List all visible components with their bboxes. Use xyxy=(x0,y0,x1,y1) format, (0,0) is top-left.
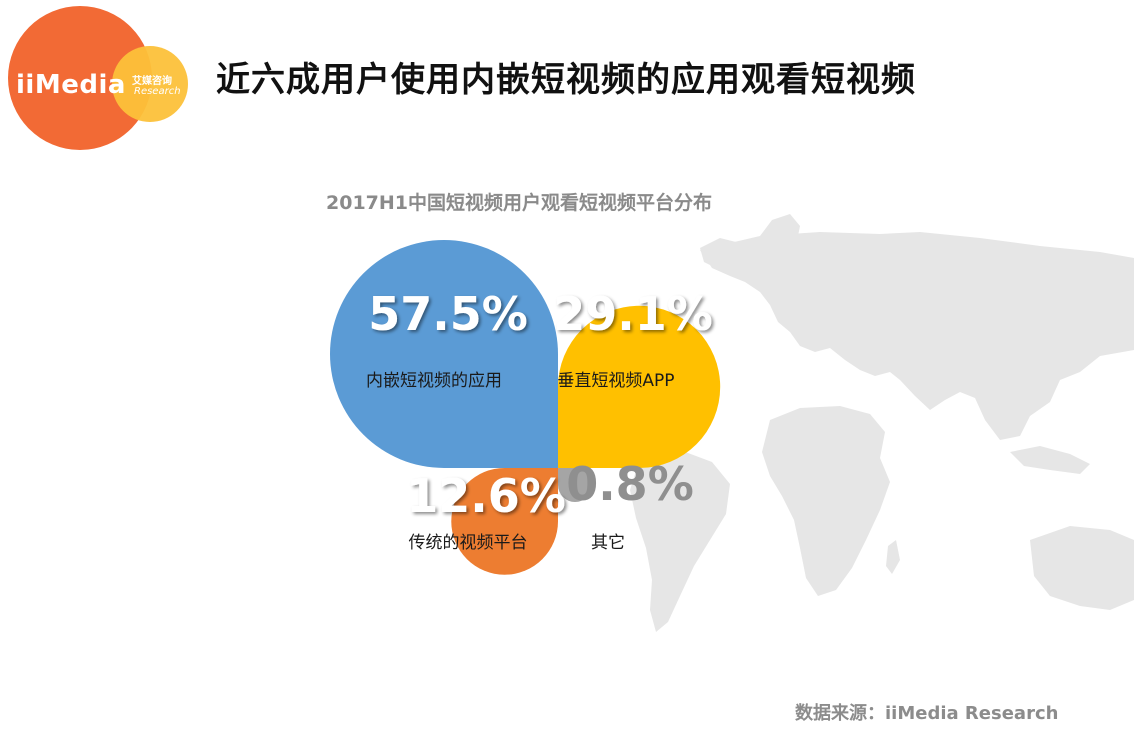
logo-brand-en: Research xyxy=(134,86,181,97)
slice-2 xyxy=(558,305,721,468)
map-south-america xyxy=(630,450,730,632)
slice-value-label: 0.8% xyxy=(566,457,694,511)
slice-value-label: 12.6% xyxy=(406,469,566,523)
page-title: 近六成用户使用内嵌短视频的应用观看短视频 xyxy=(216,60,916,100)
chart-title: 2017H1中国短视频用户观看短视频平台分布 xyxy=(326,192,713,214)
slice-category-label: 其它 xyxy=(591,533,625,553)
data-source: 数据来源：iiMedia Research xyxy=(795,703,1059,724)
slice-1 xyxy=(330,240,558,468)
map-madagascar xyxy=(886,540,900,574)
slice-value-label: 29.1% xyxy=(553,287,713,341)
slice-value-label: 57.5% xyxy=(368,287,528,341)
map-eurasia xyxy=(700,232,1134,440)
map-greenland xyxy=(700,238,744,270)
logo-brand: iiMedia xyxy=(16,70,126,100)
logo-yellow-circle xyxy=(112,46,188,122)
map-africa xyxy=(762,406,890,596)
map-se-asia xyxy=(1010,446,1090,474)
slice-4 xyxy=(558,468,592,502)
map-japan xyxy=(1090,320,1106,352)
slice-category-label: 垂直短视频APP xyxy=(557,371,674,391)
iimedia-logo: iiMedia 艾媒咨询 Research xyxy=(8,6,198,156)
slice-category-label: 传统的视频平台 xyxy=(409,533,528,553)
map-scandinavia xyxy=(760,214,800,256)
logo-brand-cn: 艾媒咨询 xyxy=(132,76,172,87)
slice-category-label: 内嵌短视频的应用 xyxy=(366,371,502,391)
slice-3 xyxy=(451,468,558,575)
map-australia xyxy=(1030,526,1134,610)
